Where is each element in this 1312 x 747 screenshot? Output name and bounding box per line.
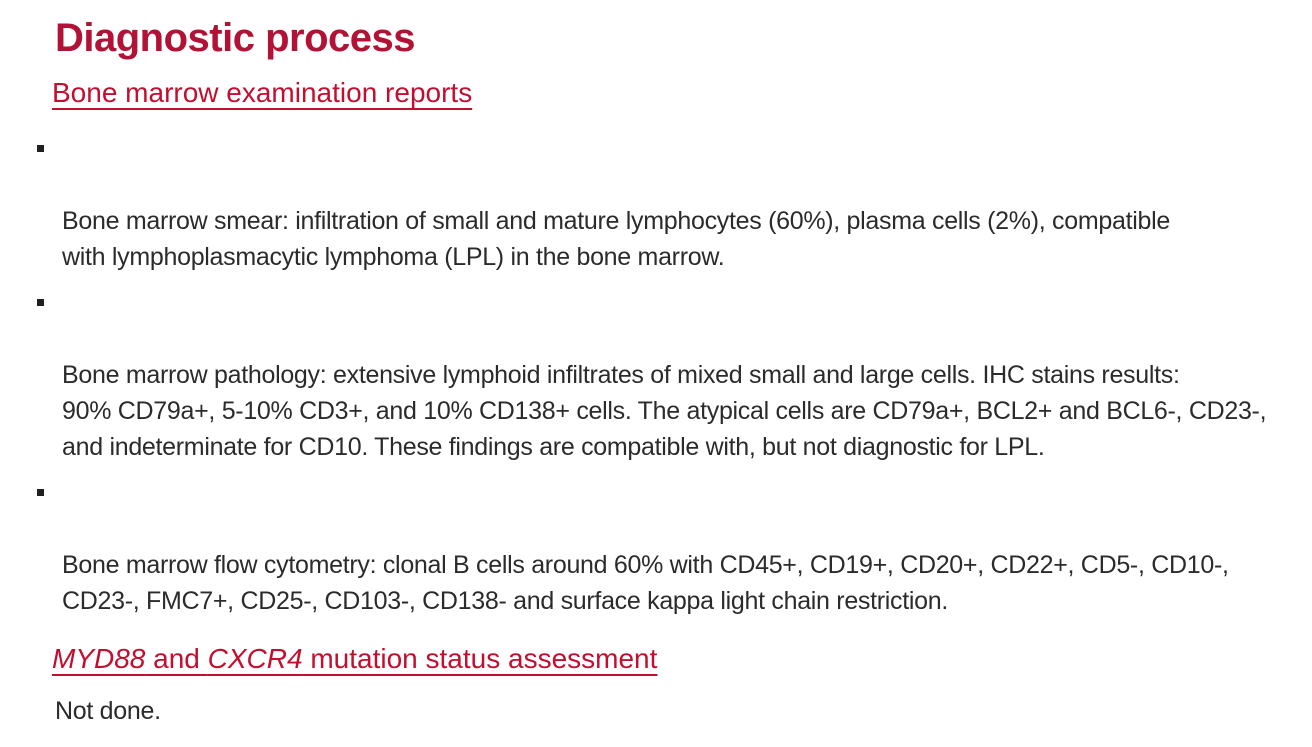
section-bone-marrow-reports: Bone marrow examination reports Bone mar… xyxy=(0,75,1312,619)
bullet-text: Bone marrow pathology: extensive lymphoi… xyxy=(62,361,1267,461)
bullet-square-icon xyxy=(37,145,44,152)
mutation-status-result: Not done. xyxy=(55,697,161,725)
bone-marrow-reports-bullet-list: Bone marrow smear: infiltration of small… xyxy=(0,131,1312,619)
gene-name-cxcr4: CXCR4 xyxy=(207,643,303,674)
heading-text: mutation status assessment xyxy=(302,643,658,674)
bullet-text: Bone marrow flow cytometry: clonal B cel… xyxy=(62,551,1229,615)
bone-marrow-reports-heading: Bone marrow examination reports xyxy=(52,77,473,108)
bullet-square-icon xyxy=(37,299,44,306)
section-mutation-status: MYD88 and CXCR4 mutation status assessme… xyxy=(0,641,1312,729)
gene-name-myd88: MYD88 xyxy=(52,643,146,674)
slide-title: Diagnostic process xyxy=(55,16,416,60)
bullet-square-icon xyxy=(37,489,44,496)
mutation-status-heading: MYD88 and CXCR4 mutation status assessme… xyxy=(52,641,657,677)
bullet-item-pathology: Bone marrow pathology: extensive lymphoi… xyxy=(37,285,1298,465)
bullet-item-flow-cytometry: Bone marrow flow cytometry: clonal B cel… xyxy=(37,475,1298,619)
bullet-item-smear: Bone marrow smear: infiltration of small… xyxy=(37,131,1298,275)
bullet-text: Bone marrow smear: infiltration of small… xyxy=(62,207,1170,271)
heading-text: and xyxy=(145,643,208,674)
